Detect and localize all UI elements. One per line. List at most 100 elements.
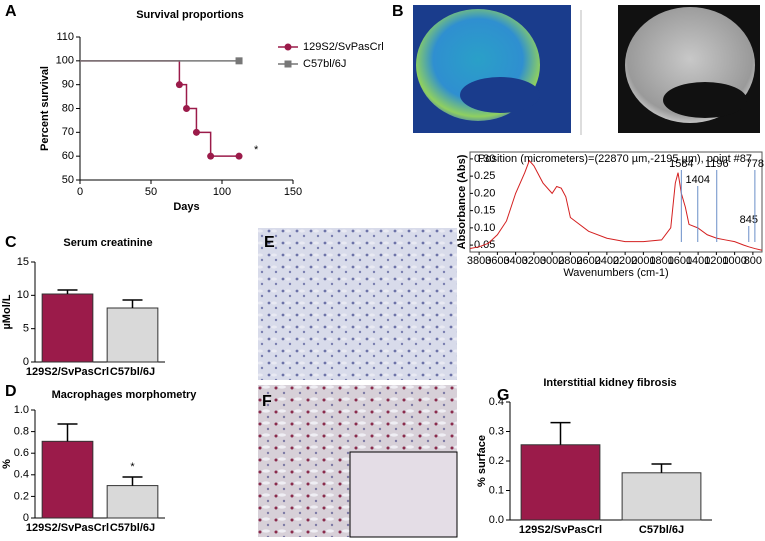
y-tick-label: 1.0 bbox=[14, 404, 29, 416]
point bbox=[235, 57, 243, 65]
y-tick-label: 0.1 bbox=[489, 484, 504, 496]
x-tick-label: 150 bbox=[284, 186, 302, 198]
y-tick-label: 0.6 bbox=[14, 447, 29, 459]
annotation: * bbox=[254, 144, 259, 156]
x-tick-label: 100 bbox=[213, 186, 231, 198]
step-line bbox=[80, 60, 240, 157]
error-bar bbox=[57, 289, 78, 294]
panel-label: F bbox=[262, 393, 272, 410]
y-tick-label: 0.4 bbox=[489, 396, 504, 408]
point bbox=[192, 128, 200, 136]
bar bbox=[106, 307, 159, 363]
peak-label: 1404 bbox=[686, 174, 710, 186]
peak-label: 778 bbox=[746, 158, 764, 170]
x-tick-label: 800 bbox=[744, 255, 762, 267]
map-hole bbox=[460, 77, 540, 113]
y-tick-label: 80 bbox=[62, 102, 74, 114]
x-tick-label: 129S2/SvPasCrl bbox=[519, 524, 602, 536]
y-tick-label: 0.20 bbox=[474, 187, 495, 199]
y-tick-label: 60 bbox=[62, 150, 74, 162]
chart-title: Position (micrometers)=(22870 µm,-2195 µ… bbox=[478, 153, 752, 165]
annotation: * bbox=[130, 461, 135, 473]
peak-label: 1196 bbox=[705, 158, 729, 170]
x-axis-label: Wavenumbers (cm-1) bbox=[563, 267, 668, 279]
x-tick-label: C57bl/6J bbox=[110, 522, 155, 534]
x-axis-label: Days bbox=[173, 201, 199, 213]
bar bbox=[520, 444, 601, 521]
x-tick-label: 1800 bbox=[649, 255, 673, 267]
point bbox=[183, 105, 190, 112]
y-tick-label: 90 bbox=[62, 79, 74, 91]
y-axis-label: % bbox=[1, 459, 13, 469]
panel-label: A bbox=[5, 3, 17, 20]
x-tick-label: 129S2/SvPasCrl bbox=[26, 366, 109, 378]
y-axis-label: % surface bbox=[476, 435, 488, 487]
x-tick-label: 129S2/SvPasCrl bbox=[26, 522, 109, 534]
y-axis-label: Percent survival bbox=[39, 66, 51, 151]
legend-label: C57bl/6J bbox=[303, 58, 346, 70]
x-tick-label: 1400 bbox=[686, 255, 710, 267]
x-tick-label: 50 bbox=[145, 186, 157, 198]
x-tick-label: 2400 bbox=[595, 255, 619, 267]
chart-title: Survival proportions bbox=[136, 9, 244, 21]
error-bar bbox=[122, 476, 143, 486]
y-tick-label: 0.2 bbox=[489, 455, 504, 467]
gray-hole bbox=[663, 82, 747, 118]
x-tick-label: C57bl/6J bbox=[639, 524, 684, 536]
point bbox=[207, 152, 215, 160]
error-bar bbox=[550, 421, 571, 445]
bar bbox=[41, 440, 94, 519]
peak-label: 1584 bbox=[669, 158, 693, 170]
y-tick-label: 0.3 bbox=[489, 425, 504, 437]
legend-marker bbox=[284, 60, 292, 68]
x-tick-label: 1000 bbox=[722, 255, 746, 267]
panel-label: D bbox=[5, 383, 17, 400]
plot-frame bbox=[469, 151, 763, 253]
bar bbox=[621, 472, 702, 521]
x-tick-label: 3000 bbox=[540, 255, 564, 267]
panel-label: G bbox=[497, 387, 509, 404]
chart-title: Interstitial kidney fibrosis bbox=[543, 377, 676, 389]
panel-label: B bbox=[392, 3, 404, 20]
y-tick-label: 15 bbox=[17, 256, 29, 268]
y-tick-label: 0.0 bbox=[489, 514, 504, 526]
y-tick-label: 0 bbox=[23, 512, 29, 524]
histology-e bbox=[258, 228, 457, 380]
point bbox=[235, 152, 243, 160]
bar bbox=[41, 293, 94, 363]
y-tick-label: 0.10 bbox=[474, 222, 495, 234]
x-tick-label: 1200 bbox=[704, 255, 728, 267]
x-tick-label: 2000 bbox=[631, 255, 655, 267]
peak-label: 845 bbox=[740, 214, 758, 226]
chart-title: Serum creatinine bbox=[63, 237, 152, 249]
legend-label: 129S2/SvPasCrl bbox=[303, 41, 384, 53]
bar bbox=[106, 485, 159, 519]
y-axis-label: µMol/L bbox=[1, 294, 13, 329]
y-tick-label: 5 bbox=[23, 323, 29, 335]
x-tick-label: 3600 bbox=[485, 255, 509, 267]
y-tick-label: 50 bbox=[62, 174, 74, 186]
x-tick-label: 3400 bbox=[503, 255, 527, 267]
inset bbox=[349, 451, 458, 538]
y-tick-label: 110 bbox=[56, 31, 74, 43]
x-tick-label: 2800 bbox=[558, 255, 582, 267]
y-tick-label: 70 bbox=[62, 126, 74, 138]
error-bar bbox=[651, 463, 672, 473]
panel-label: C bbox=[5, 234, 17, 251]
spectrum-line bbox=[469, 159, 763, 251]
y-tick-label: 0.25 bbox=[474, 170, 495, 182]
y-tick-label: 10 bbox=[17, 289, 29, 301]
x-tick-label: 0 bbox=[77, 186, 83, 198]
y-tick-label: 0.4 bbox=[14, 469, 29, 481]
error-bar bbox=[122, 299, 143, 308]
error-bar bbox=[57, 423, 78, 442]
x-tick-label: 3800 bbox=[467, 255, 491, 267]
y-tick-label: 0.15 bbox=[474, 205, 495, 217]
y-tick-label: 0 bbox=[23, 356, 29, 368]
x-tick-label: 1600 bbox=[668, 255, 692, 267]
chart-title: Macrophages morphometry bbox=[52, 389, 198, 401]
y-tick-label: 0.2 bbox=[14, 490, 29, 502]
x-tick-label: C57bl/6J bbox=[110, 366, 155, 378]
x-tick-label: 2600 bbox=[576, 255, 600, 267]
